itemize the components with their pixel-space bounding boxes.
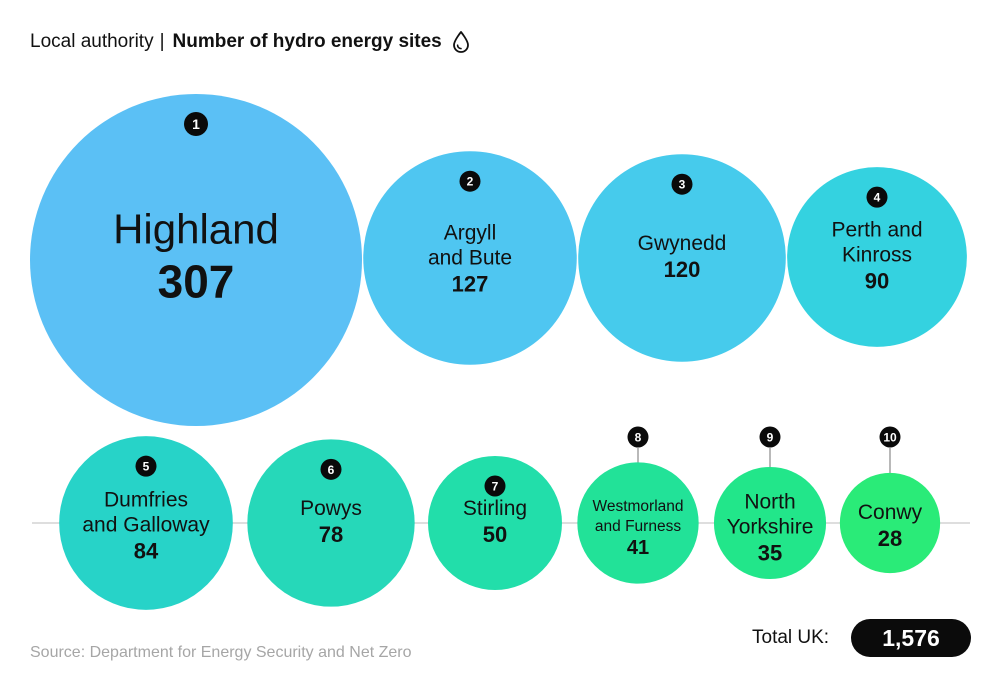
bubble-label: Yorkshire bbox=[727, 515, 814, 538]
bubble-label: Westmorland bbox=[592, 498, 683, 515]
rank-number: 8 bbox=[635, 431, 642, 445]
total-value-badge: 1,576 bbox=[851, 619, 971, 657]
bubble-label: Conwy bbox=[858, 501, 923, 524]
bubble-label: Kinross bbox=[842, 243, 912, 266]
rank-number: 5 bbox=[143, 460, 150, 474]
bubble-label: Argyll bbox=[444, 221, 497, 244]
bubble-circle bbox=[247, 439, 415, 607]
rank-badge bbox=[320, 458, 342, 480]
bubble-label: Dumfries bbox=[104, 488, 188, 511]
rank-badge bbox=[135, 455, 157, 477]
bubble-circle bbox=[787, 167, 967, 347]
rank-number: 2 bbox=[467, 175, 474, 189]
bubble-value: 35 bbox=[758, 540, 782, 565]
bubble-circle bbox=[59, 436, 233, 610]
rank-number: 7 bbox=[492, 480, 499, 494]
rank-number: 10 bbox=[883, 431, 897, 445]
rank-number: 6 bbox=[328, 463, 335, 477]
bubble-label: Gwynedd bbox=[638, 232, 727, 255]
rank-badge bbox=[759, 426, 781, 448]
water-drop-icon bbox=[451, 30, 471, 54]
bubble-value: 127 bbox=[452, 271, 489, 296]
bubble-value: 28 bbox=[878, 526, 902, 551]
rank-number: 1 bbox=[192, 116, 200, 132]
rank-badge bbox=[184, 112, 208, 136]
total-label: Total UK: bbox=[752, 627, 830, 648]
bubble-value: 84 bbox=[134, 538, 159, 563]
header-separator: | bbox=[159, 31, 165, 52]
measure-label: Number of hydro energy sites bbox=[172, 31, 442, 52]
bubble-label: Highland bbox=[113, 206, 279, 253]
bubble-value: 90 bbox=[865, 268, 889, 293]
bubble-label: Stirling bbox=[463, 497, 527, 520]
rank-number: 3 bbox=[679, 178, 686, 192]
chart-header: Local authority | Number of hydro energy… bbox=[30, 28, 471, 56]
bubble-label: and Bute bbox=[428, 246, 512, 269]
bubble-label: North bbox=[744, 490, 795, 513]
dimension-label: Local authority bbox=[30, 31, 154, 52]
rank-number: 4 bbox=[874, 191, 881, 205]
bubble-circle bbox=[428, 456, 562, 590]
bubble-value: 41 bbox=[627, 537, 649, 559]
bubble-circle bbox=[30, 94, 362, 426]
bubble-label: and Galloway bbox=[82, 513, 210, 536]
rank-badge bbox=[627, 426, 649, 448]
bubble-circle bbox=[578, 154, 786, 362]
bubble-circle bbox=[363, 151, 577, 365]
bubble-8: 8 Westmorland and Furness 41 bbox=[577, 426, 699, 584]
bubble-label: Perth and bbox=[831, 218, 922, 241]
bubble-circle bbox=[577, 462, 699, 584]
bubble-value: 120 bbox=[664, 257, 701, 282]
rank-badge bbox=[879, 426, 901, 448]
rank-badge bbox=[459, 170, 481, 192]
bubble-label: Powys bbox=[300, 497, 362, 520]
source-note: Source: Department for Energy Security a… bbox=[30, 644, 412, 661]
bubble-value: 50 bbox=[483, 522, 507, 547]
bubble-circle bbox=[713, 466, 827, 580]
bubble-circle bbox=[839, 472, 941, 574]
rank-badge bbox=[484, 475, 506, 497]
bubble-value: 307 bbox=[158, 256, 235, 308]
rank-badge bbox=[866, 186, 888, 208]
bubble-label: and Furness bbox=[595, 518, 681, 535]
rank-number: 9 bbox=[767, 431, 774, 445]
bubble-value: 78 bbox=[319, 522, 343, 547]
rank-badge bbox=[671, 173, 693, 195]
